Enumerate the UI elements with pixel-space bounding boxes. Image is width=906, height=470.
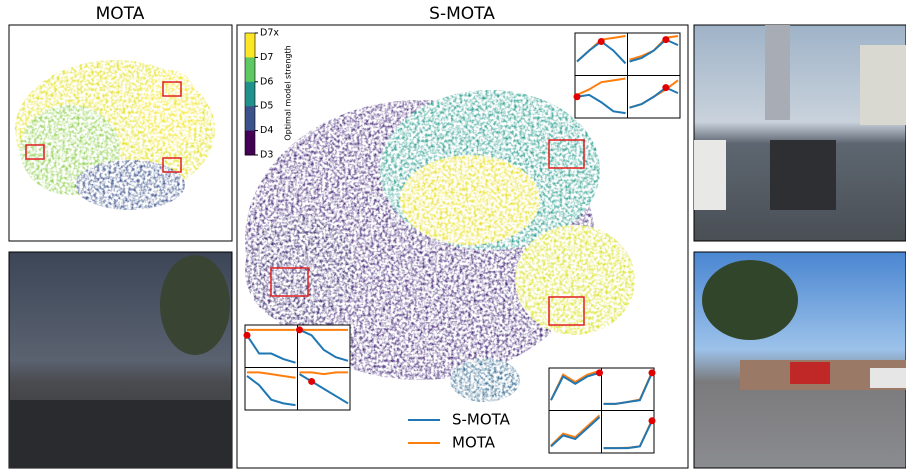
inset-line (603, 372, 653, 405)
inset-highlight (597, 37, 605, 45)
inset-line (576, 93, 626, 115)
photo (693, 251, 906, 469)
legend-label: S-MOTA (452, 411, 511, 429)
colorbar-tick-label: D3 (260, 150, 273, 161)
photo (693, 24, 906, 242)
inset-highlight (573, 93, 581, 101)
panel-title: MOTA (96, 4, 145, 24)
colorbar-segment (245, 81, 255, 107)
colorbar-tick-label: D5 (260, 101, 273, 112)
inset-line (629, 38, 679, 63)
inset-line (576, 77, 626, 96)
legend-label: MOTA (452, 434, 496, 452)
inset-highlight (296, 326, 303, 334)
inset-line (299, 371, 348, 376)
inset-highlight (662, 84, 670, 92)
inset-highlight (648, 417, 656, 425)
colorbar-tick-label: D6 (260, 76, 273, 87)
inset-line (299, 328, 349, 362)
embedding-cloud (245, 90, 635, 402)
inset-line (629, 86, 679, 109)
colorbar-tick-label: D4 (260, 125, 273, 136)
inset-highlight (648, 369, 656, 377)
inset-line (246, 375, 296, 407)
colorbar-label: Optimal model strength (284, 45, 293, 140)
inset-line (603, 420, 653, 450)
embedding-cloud (15, 60, 215, 210)
colorbar-tick-label: D7x (260, 28, 279, 39)
colorbar-segment (245, 130, 255, 156)
inset-line (550, 416, 601, 448)
inset-line (550, 371, 600, 401)
photo (8, 251, 233, 469)
inset-highlight (243, 331, 251, 339)
highlight-boxes (270, 139, 585, 326)
colorbar-segment (245, 106, 255, 132)
inset-highlight (662, 36, 670, 44)
inset-line (246, 334, 296, 364)
inset-highlight (308, 377, 316, 385)
panel-title: S-MOTA (429, 4, 495, 24)
colorbar-segment (245, 57, 255, 83)
inset-highlight (596, 369, 603, 377)
highlight-boxes (25, 81, 182, 173)
inset-line (298, 373, 349, 405)
colorbar-frame (244, 32, 256, 156)
inset-line (247, 371, 296, 379)
inset-line (550, 414, 601, 447)
colorbar-tick-label: D7 (260, 52, 273, 63)
colorbar-segment (245, 33, 255, 58)
